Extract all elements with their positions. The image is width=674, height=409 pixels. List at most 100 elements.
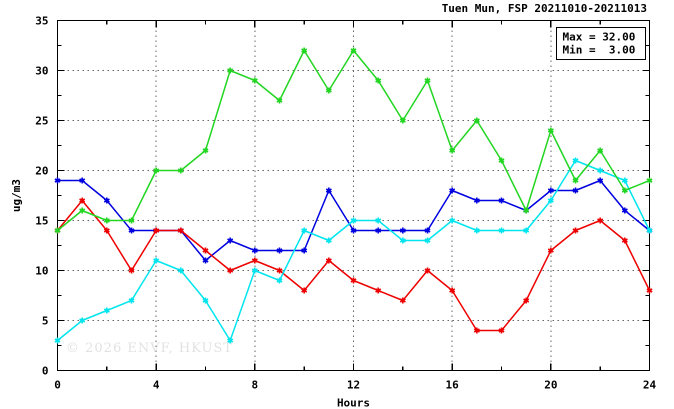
series-marker-blue: [498, 197, 505, 204]
series-marker-blue: [399, 227, 406, 234]
series-green: [54, 47, 653, 234]
series-marker-blue: [375, 227, 382, 234]
series-marker-cyan: [646, 227, 653, 234]
series-marker-red: [597, 217, 604, 224]
series-marker-green: [646, 177, 653, 184]
series-marker-green: [79, 207, 86, 214]
series-marker-green: [227, 67, 234, 74]
series-marker-blue: [572, 187, 579, 194]
series-marker-blue: [473, 197, 480, 204]
series-marker-red: [646, 287, 653, 294]
series-marker-cyan: [498, 227, 505, 234]
series-marker-red: [251, 257, 258, 264]
series-marker-red: [276, 267, 283, 274]
series-marker-red: [202, 247, 209, 254]
series-marker-cyan: [202, 297, 209, 304]
x-axis-title: Hours: [337, 397, 370, 409]
series-marker-cyan: [325, 237, 332, 244]
stats-box-border: [555, 26, 647, 61]
series-marker-red: [177, 227, 184, 234]
series-marker-green: [399, 117, 406, 124]
series-marker-cyan: [251, 267, 258, 274]
series-marker-green: [523, 207, 530, 214]
series-marker-green: [177, 167, 184, 174]
axis-titles: Hours ug/m3: [10, 179, 370, 409]
series-marker-cyan: [449, 217, 456, 224]
series-marker-green: [547, 127, 554, 134]
series-marker-cyan: [177, 267, 184, 274]
x-axis-tick-label: 12: [347, 379, 360, 392]
series-marker-blue: [79, 177, 86, 184]
series-marker-blue: [325, 187, 332, 194]
series-marker-red: [399, 297, 406, 304]
series-marker-red: [350, 277, 357, 284]
series-marker-red: [547, 247, 554, 254]
series-marker-green: [325, 87, 332, 94]
series-cyan: [54, 157, 653, 344]
stats-min-text: Min = 3.00: [563, 44, 636, 57]
series-marker-cyan: [128, 297, 135, 304]
series-marker-green: [202, 147, 209, 154]
y-axis-tick-label: 25: [35, 115, 48, 128]
y-axis-tick-label: 20: [35, 165, 48, 178]
series-marker-blue: [128, 227, 135, 234]
series-marker-green: [572, 177, 579, 184]
series-marker-cyan: [424, 237, 431, 244]
series-marker-cyan: [375, 217, 382, 224]
series-marker-cyan: [153, 257, 160, 264]
series-marker-cyan: [621, 177, 628, 184]
watermark-text: © 2026 ENVF, HKUST: [66, 341, 233, 356]
series-marker-red: [498, 327, 505, 334]
series-marker-green: [473, 117, 480, 124]
y-axis-tick-label: 15: [35, 215, 48, 228]
series-marker-red: [103, 227, 110, 234]
series-marker-cyan: [54, 337, 61, 344]
series-marker-red: [449, 287, 456, 294]
series-marker-green: [498, 157, 505, 164]
series-marker-red: [153, 227, 160, 234]
series-marker-cyan: [276, 277, 283, 284]
series-marker-blue: [276, 247, 283, 254]
series-marker-red: [424, 267, 431, 274]
series-marker-green: [621, 187, 628, 194]
series-marker-red: [227, 267, 234, 274]
series-marker-cyan: [399, 237, 406, 244]
series-marker-cyan: [473, 227, 480, 234]
series-marker-green: [128, 217, 135, 224]
x-axis-tick-label: 16: [446, 379, 460, 392]
series-marker-cyan: [597, 167, 604, 174]
series-marker-cyan: [301, 227, 308, 234]
series-marker-green: [251, 77, 258, 84]
x-axis-tick-label: 20: [544, 379, 557, 392]
series-marker-red: [473, 327, 480, 334]
series-marker-cyan: [523, 227, 530, 234]
series-marker-blue: [103, 197, 110, 204]
series-marker-green: [54, 227, 61, 234]
x-axis-tick-label: 0: [54, 379, 61, 392]
series-marker-cyan: [572, 157, 579, 164]
series-marker-blue: [597, 177, 604, 184]
axis-ticks: [56, 19, 651, 372]
series-marker-blue: [54, 177, 61, 184]
stats-max-text: Max = 32.00: [563, 31, 636, 44]
series-marker-green: [375, 77, 382, 84]
series-marker-green: [350, 47, 357, 54]
series-marker-blue: [621, 207, 628, 214]
series-marker-red: [572, 227, 579, 234]
series-marker-red: [301, 287, 308, 294]
grid-lines: [57, 20, 650, 371]
series-marker-cyan: [350, 217, 357, 224]
series-marker-green: [424, 77, 431, 84]
series-marker-red: [523, 297, 530, 304]
series-marker-cyan: [227, 337, 234, 344]
y-axis-title: ug/m3: [10, 179, 23, 212]
y-axis-tick-label: 0: [42, 365, 49, 378]
watermark: © 2026 ENVF, HKUST: [66, 341, 233, 356]
series-marker-blue: [251, 247, 258, 254]
series-marker-red: [79, 197, 86, 204]
page-title: Tuen Mun, FSP 20211010-20211013: [441, 2, 647, 15]
y-axis-tick-label: 5: [42, 315, 49, 328]
series-marker-blue: [301, 247, 308, 254]
series-marker-blue: [547, 187, 554, 194]
